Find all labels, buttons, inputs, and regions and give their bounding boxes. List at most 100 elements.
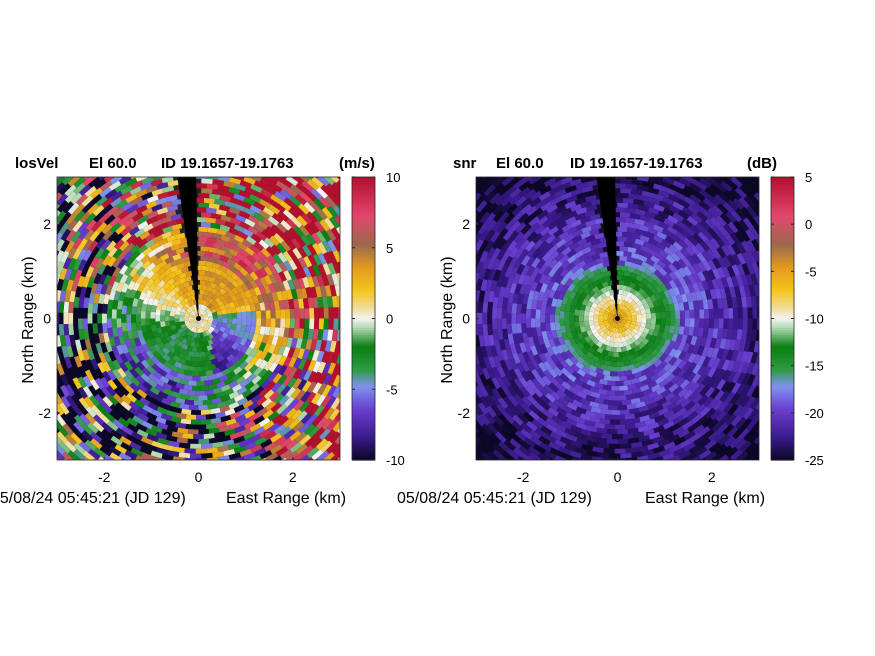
heatmap-cell	[638, 341, 646, 350]
heatmap-cell	[712, 298, 719, 309]
heatmap-cell	[526, 231, 538, 243]
heatmap-cell	[554, 423, 567, 433]
heatmap-cell	[342, 248, 351, 261]
heatmap-cell	[556, 407, 568, 417]
heatmap-cell	[476, 193, 487, 206]
heatmap-cell	[224, 327, 231, 335]
heatmap-cell	[468, 330, 474, 342]
heatmap-cell	[164, 459, 168, 460]
heatmap-cell	[752, 307, 758, 319]
heatmap-cell	[622, 316, 628, 319]
heatmap-cell	[597, 242, 608, 249]
heatmap-cell	[258, 267, 268, 278]
heatmap-cell	[594, 382, 604, 390]
heatmap-cell	[20, 233, 30, 246]
title-elevation: El 60.0	[89, 155, 137, 172]
heatmap-cell	[579, 315, 584, 322]
heatmap-cell	[96, 221, 108, 234]
heatmap-cell	[725, 446, 739, 459]
heatmap-cell	[57, 181, 66, 195]
heatmap-cell	[74, 339, 82, 351]
heatmap-cell	[540, 282, 548, 293]
heatmap-cell	[610, 410, 620, 415]
heatmap-cell	[718, 177, 729, 183]
heatmap-cell	[587, 346, 595, 354]
heatmap-cell	[307, 243, 317, 256]
heatmap-cell	[554, 375, 565, 385]
heatmap-cell	[0, 312, 1, 325]
heatmap-cell	[1, 261, 9, 275]
heatmap-cell	[701, 250, 712, 262]
heatmap-cell	[317, 450, 330, 460]
heatmap-cell	[214, 121, 227, 127]
heatmap-cell	[761, 248, 770, 261]
heatmap-cell	[747, 318, 753, 330]
heatmap-cell	[731, 328, 738, 341]
heatmap-cell	[462, 231, 472, 244]
heatmap-cell	[157, 342, 166, 351]
heatmap-cell	[564, 443, 577, 452]
heatmap-cell	[126, 423, 139, 434]
heatmap-cell	[570, 264, 580, 274]
heatmap-cell	[196, 217, 207, 223]
heatmap-cell	[264, 301, 271, 311]
heatmap-cell	[25, 402, 35, 415]
heatmap-cell	[157, 512, 170, 519]
heatmap-cell	[316, 274, 325, 287]
heatmap-cell	[559, 191, 573, 201]
heatmap-cell	[122, 251, 133, 262]
heatmap-cell	[160, 321, 166, 328]
heatmap-cell	[198, 323, 200, 329]
heatmap-cell	[337, 367, 340, 376]
heatmap-cell	[145, 443, 158, 452]
heatmap-cell	[177, 289, 184, 297]
heatmap-cell	[237, 386, 248, 396]
heatmap-cell	[462, 254, 471, 267]
heatmap-cell	[67, 202, 80, 215]
heatmap-cell	[555, 352, 564, 363]
heatmap-cell	[685, 292, 693, 303]
heatmap-cell	[642, 449, 655, 457]
heatmap-cell	[311, 177, 324, 188]
heatmap-cell	[722, 369, 732, 382]
heatmap-cell	[617, 404, 628, 411]
heatmap-cell	[585, 204, 598, 212]
heatmap-cell	[516, 263, 526, 275]
heatmap-cell	[654, 139, 667, 147]
heatmap-cell	[714, 389, 725, 402]
heatmap-cell	[631, 242, 642, 250]
heatmap-cell	[184, 303, 190, 309]
heatmap-cell	[748, 216, 759, 229]
heatmap-cell	[210, 213, 222, 220]
heatmap-cell	[215, 208, 227, 216]
heatmap-cell	[270, 477, 283, 487]
heatmap-cell	[38, 253, 47, 266]
heatmap-cell	[546, 346, 555, 357]
heatmap-cell	[156, 406, 168, 415]
heatmap-cell	[286, 142, 299, 152]
heatmap-cell	[615, 250, 624, 256]
heatmap-cell	[11, 293, 17, 306]
colorbar-segment	[352, 259, 375, 263]
heatmap-cell	[690, 335, 698, 346]
heatmap-cell	[668, 348, 678, 358]
heatmap-cell	[649, 294, 657, 303]
heatmap-cell	[230, 323, 237, 331]
heatmap-cell	[627, 354, 635, 361]
heatmap-cell	[57, 401, 58, 404]
heatmap-cell	[550, 273, 559, 283]
heatmap-cell	[135, 148, 148, 157]
heatmap-cell	[160, 309, 166, 316]
heatmap-cell	[246, 311, 252, 319]
heatmap-cell	[611, 322, 616, 328]
heatmap-cell	[572, 229, 583, 238]
heatmap-cell	[12, 343, 19, 356]
heatmap-cell	[555, 429, 568, 439]
heatmap-cell	[730, 414, 743, 427]
heatmap-cell	[283, 396, 295, 408]
heatmap-cell	[542, 409, 554, 420]
heatmap-cell	[641, 261, 650, 269]
heatmap-cell	[689, 309, 695, 319]
heatmap-cell	[694, 318, 700, 328]
heatmap-cell	[244, 289, 252, 299]
